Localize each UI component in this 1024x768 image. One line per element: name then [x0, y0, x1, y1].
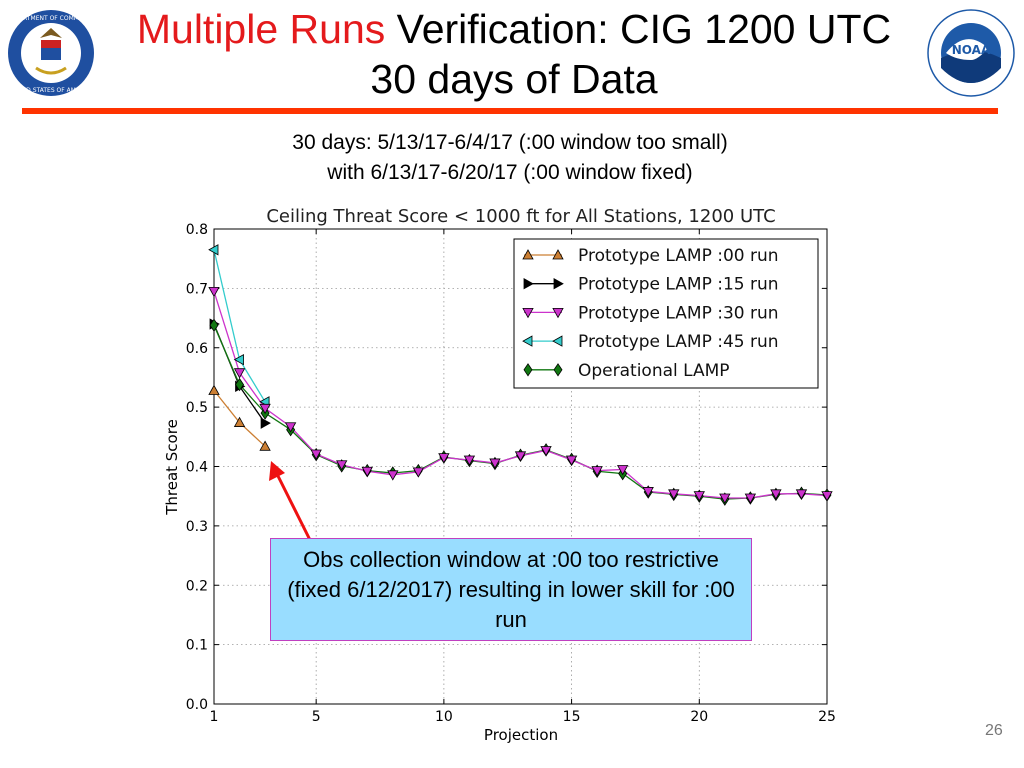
legend-marker	[523, 363, 533, 377]
y-tick-label: 0.3	[186, 519, 208, 535]
legend-marker	[553, 363, 563, 377]
data-point	[208, 384, 220, 395]
data-point	[310, 449, 322, 460]
y-tick-label: 0.4	[186, 460, 208, 476]
callout-box: Obs collection window at :00 too restric…	[270, 538, 752, 641]
data-point	[463, 455, 476, 466]
y-tick-label: 0.8	[186, 222, 208, 238]
noaa-logo-icon: NOAA	[927, 9, 1015, 97]
data-point	[233, 416, 246, 427]
y-tick-label: 0.7	[186, 281, 208, 297]
y-tick-label: 0.1	[186, 638, 208, 654]
x-tick-label: 25	[818, 709, 836, 725]
callout-arrow	[269, 461, 312, 541]
data-point	[489, 458, 501, 469]
callout-text: Obs collection window at :00 too restric…	[287, 546, 735, 632]
data-point	[233, 368, 246, 379]
y-axis-label: Threat Score	[163, 419, 181, 516]
legend-marker	[522, 249, 534, 260]
title-highlight: Multiple Runs	[136, 6, 386, 52]
x-tick-label: 10	[435, 709, 453, 725]
legend-label: Prototype LAMP :45 run	[578, 332, 779, 352]
data-point	[642, 487, 654, 498]
series-markers	[208, 244, 833, 506]
data-point	[208, 244, 219, 256]
axis-ticks: 1 5 10 15 20 250.00.10.20.30.40.50.60.70.8	[186, 222, 836, 725]
data-point	[412, 467, 425, 478]
data-point	[387, 470, 399, 481]
title-line-2: 30 days of Data	[370, 56, 658, 102]
data-point	[591, 466, 603, 477]
x-tick-label: 1	[210, 709, 219, 725]
chart-title: Ceiling Threat Score < 1000 ft for All S…	[266, 206, 775, 227]
data-point	[361, 466, 373, 478]
callout-arrow-line	[274, 471, 312, 541]
title-divider	[22, 108, 998, 114]
slide-title: Multiple Runs Verification: CIG 1200 UTC…	[100, 4, 928, 104]
x-tick-label: 15	[563, 709, 581, 725]
data-point	[795, 489, 808, 500]
legend-label: Prototype LAMP :15 run	[578, 275, 779, 295]
y-tick-label: 0.6	[186, 341, 208, 357]
data-point	[744, 493, 757, 504]
data-point	[259, 440, 271, 451]
seal-text: UNITED STATES OF AMERICA	[8, 87, 95, 94]
seal-text: DEPARTMENT OF COMMERCE	[7, 15, 94, 22]
legend-marker	[553, 278, 564, 290]
data-point	[668, 489, 680, 500]
y-tick-label: 0.2	[186, 578, 208, 594]
legend-marker	[523, 278, 534, 290]
data-point	[235, 377, 245, 392]
callout-arrowhead	[269, 461, 285, 481]
data-point	[770, 489, 782, 500]
subtitle-line-1: 30 days: 5/13/17-6/4/17 (:00 window too …	[292, 131, 728, 154]
data-point	[336, 460, 348, 471]
title-rest: Verification: CIG 1200 UTC	[385, 6, 892, 52]
subtitle: 30 days: 5/13/17-6/4/17 (:00 window too …	[150, 128, 870, 188]
data-point	[616, 465, 629, 476]
x-tick-label: 5	[312, 709, 321, 725]
y-tick-label: 0.0	[186, 697, 208, 713]
data-point	[821, 491, 833, 502]
page-number: 26	[985, 722, 1003, 739]
legend-marker	[552, 307, 564, 319]
data-point	[565, 455, 578, 466]
x-axis-label: Projection	[484, 726, 558, 744]
legend: Prototype LAMP :00 run Prototype LAMP :15…	[513, 238, 819, 389]
data-point	[540, 446, 552, 457]
legend-marker	[552, 249, 564, 260]
data-point	[514, 451, 527, 462]
y-tick-label: 0.5	[186, 400, 208, 416]
legend-box	[513, 238, 819, 389]
subtitle-line-2: with 6/13/17-6/20/17 (:00 window fixed)	[327, 161, 693, 184]
legend-label: Prototype LAMP :30 run	[578, 303, 779, 323]
data-point	[259, 403, 271, 415]
legend-marker	[522, 335, 533, 347]
data-point	[209, 318, 219, 332]
data-point	[233, 353, 244, 366]
data-point	[719, 493, 731, 504]
data-point	[284, 422, 297, 433]
data-point	[260, 417, 271, 429]
legend-marker	[552, 335, 563, 347]
title-line-1: Multiple Runs Verification: CIG 1200 UTC	[100, 4, 928, 54]
legend-marker	[522, 307, 534, 319]
data-point	[208, 286, 220, 298]
department-of-commerce-seal-icon: DEPARTMENT OF COMMERCE UNITED STATES OF …	[7, 10, 95, 96]
legend-label: Operational LAMP	[578, 361, 730, 381]
data-point	[693, 491, 705, 502]
noaa-logo-text: NOAA	[952, 43, 991, 57]
x-tick-label: 20	[690, 709, 708, 725]
data-point	[438, 453, 450, 464]
legend-label: Prototype LAMP :00 run	[578, 246, 779, 266]
